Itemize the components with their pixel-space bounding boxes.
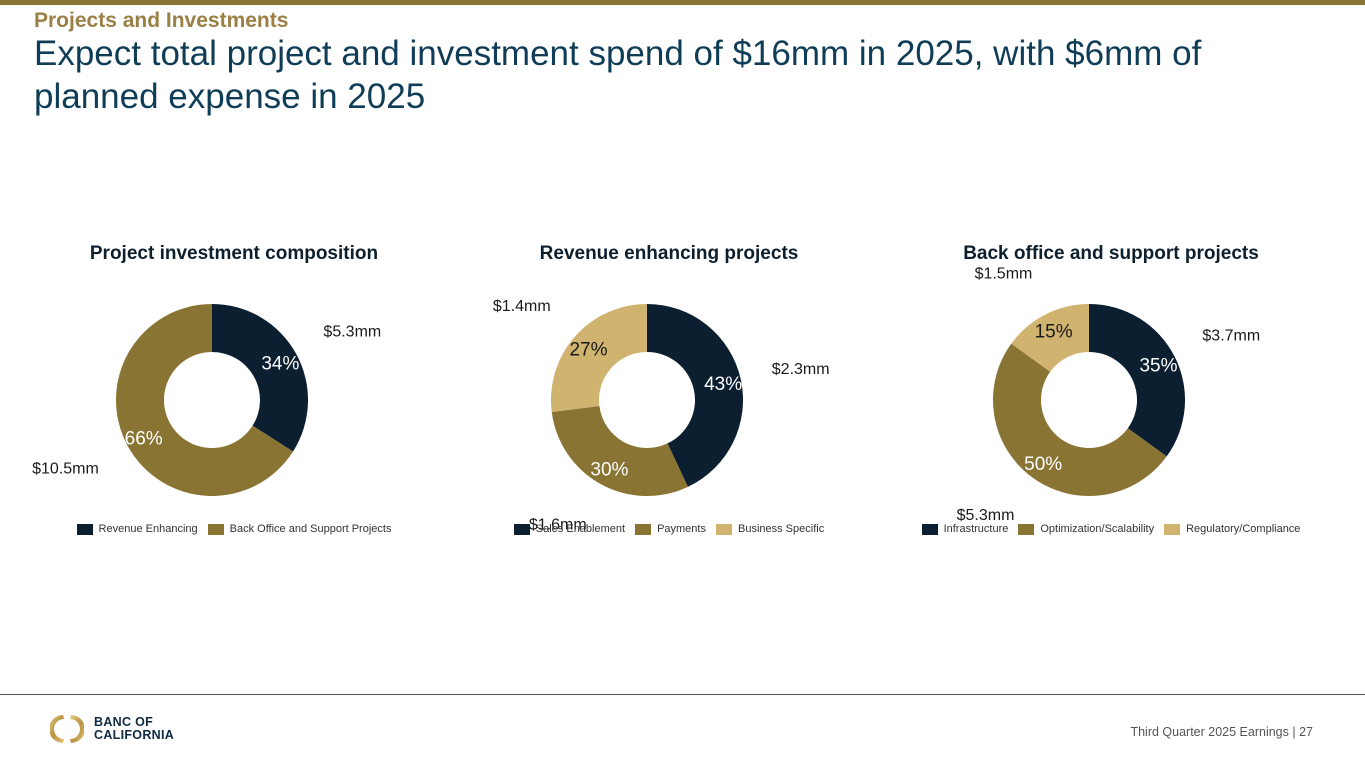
chart-title: Revenue enhancing projects (539, 243, 799, 264)
amount-label: $3.7mm (1202, 328, 1260, 345)
percent-label: 66% (125, 429, 163, 450)
amount-label: $2.3mm (772, 361, 830, 378)
legend-item: Business Specific (715, 523, 825, 535)
percent-label: 35% (1139, 356, 1177, 377)
percent-label: 50% (1024, 454, 1062, 475)
chart-legend: Sales Enablement Payments Business Specifi… (469, 523, 869, 535)
chart-panel-revenue-enhancing: Revenue enhancing projects 43% $2.3mm 30% $… (469, 240, 869, 550)
percent-label: 27% (569, 339, 607, 360)
donut-slice-revenue-enhancing (212, 304, 308, 452)
amount-label: $10.5mm (32, 460, 99, 477)
amount-label: $1.6mm (529, 516, 587, 533)
donut-slice-payments (551, 406, 688, 496)
donut-chart: 43% $2.3mm 30% $1.6mm 27% $1.4mm (493, 298, 830, 533)
legend-swatch (76, 523, 93, 535)
legend-swatch (1018, 523, 1035, 535)
legend-label: Payments (657, 523, 706, 535)
legend-swatch (1164, 523, 1181, 535)
legend-item: Revenue Enhancing (76, 523, 198, 535)
page-title: Expect total project and investment spen… (34, 34, 1202, 116)
legend-item: Infrastructure (921, 523, 1009, 535)
chart-legend: Revenue Enhancing Back Office and Support… (34, 523, 434, 535)
percent-label: 43% (704, 374, 742, 395)
footer-divider (0, 694, 1365, 695)
donut-chart: 35% $3.7mm 50% $5.3mm 15% $1.5mm (957, 265, 1261, 524)
chart-panel-back-office: Back office and support projects 35% $3.7… (911, 240, 1311, 550)
legend-label: Back Office and Support Projects (229, 523, 392, 535)
donut-slice-optimization-scalability (993, 343, 1167, 497)
legend-item: Regulatory/Compliance (1164, 523, 1300, 535)
footer-report-label: Third Quarter 2025 Earnings | 27 (1130, 725, 1313, 739)
legend-swatch (635, 523, 652, 535)
legend-label: Revenue Enhancing (98, 523, 198, 535)
legend-label: Business Specific (737, 523, 825, 535)
section-kicker: Projects and Investments (34, 9, 289, 32)
chart-panel-composition: Project investment composition 34% $5.3mm… (32, 240, 434, 550)
legend-swatch (513, 523, 530, 535)
amount-label: $5.3mm (323, 324, 381, 341)
legend-swatch (921, 523, 938, 535)
chart-title: Back office and support projects (963, 243, 1259, 264)
top-accent-bar (0, 0, 1365, 5)
donut-slice-business-specific (551, 304, 647, 413)
donut-slice-regulatory-compliance (1011, 304, 1089, 372)
legend-label: Infrastructure (943, 523, 1009, 535)
logo-text-line1: BANC OF (94, 715, 154, 729)
legend-label: Sales Enablement (535, 523, 626, 535)
amount-label: $5.3mm (957, 507, 1015, 524)
page-number: 27 (1299, 725, 1313, 739)
legend-item: Payments (635, 523, 706, 535)
legend-swatch (207, 523, 224, 535)
percent-label: 15% (1035, 322, 1073, 343)
chart-legend: Infrastructure Optimization/Scalability Re… (911, 523, 1311, 535)
logo-text-line2: CALIFORNIA (94, 728, 175, 742)
donut-chart: 34% $5.3mm 66% $10.5mm (32, 304, 381, 497)
bank-logo: BANC OF CALIFORNIA (50, 712, 174, 746)
report-name: Third Quarter 2025 Earnings | (1130, 725, 1296, 739)
chart-title: Project investment composition (89, 243, 379, 264)
amount-label: $1.5mm (975, 265, 1033, 282)
legend-item: Sales Enablement (513, 523, 626, 535)
legend-label: Optimization/Scalability (1040, 523, 1155, 535)
donut-slice-infrastructure (1089, 304, 1185, 457)
percent-label: 30% (590, 459, 628, 480)
legend-item: Optimization/Scalability (1018, 523, 1154, 535)
legend-item: Back Office and Support Projects (207, 523, 392, 535)
donut-slice-back-office-and-support-projects (116, 304, 294, 497)
donut-slice-sales-enablement (647, 304, 743, 487)
logo-ring-icon (50, 715, 84, 743)
legend-label: Regulatory/Compliance (1186, 523, 1301, 535)
amount-label: $1.4mm (493, 298, 551, 315)
legend-swatch (715, 523, 732, 535)
percent-label: 34% (261, 353, 299, 374)
